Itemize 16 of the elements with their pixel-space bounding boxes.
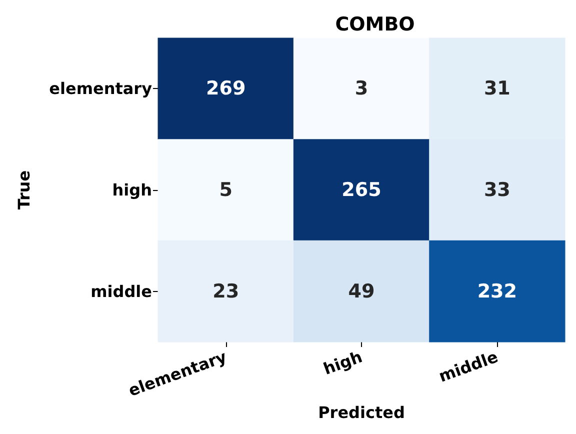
data-label: 3 <box>354 78 368 100</box>
data-label: 232 <box>477 280 518 302</box>
y-tick-label: elementary <box>49 79 153 98</box>
x-axis-title: Predicted <box>318 403 405 422</box>
y-tick-label: middle <box>90 282 152 301</box>
data-label: 33 <box>484 179 510 201</box>
chart-title: COMBO <box>335 14 415 36</box>
data-label: 265 <box>342 179 382 201</box>
data-label: 23 <box>212 280 240 302</box>
data-label: 31 <box>484 78 510 100</box>
y-tick-label: high <box>112 180 152 200</box>
y-axis-title: True <box>14 170 34 210</box>
data-label: 49 <box>348 280 375 302</box>
data-label: 5 <box>219 179 232 201</box>
data-label: 269 <box>206 78 246 100</box>
x-tick-label: high <box>320 347 365 379</box>
